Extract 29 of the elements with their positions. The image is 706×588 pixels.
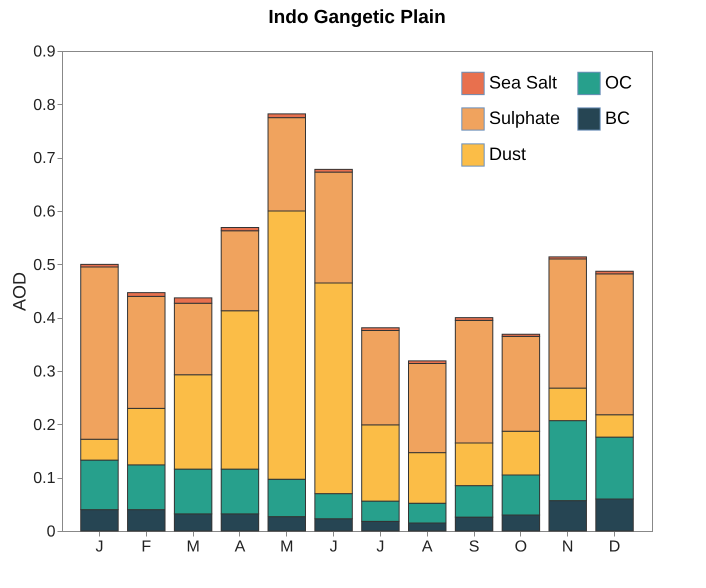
x-tick-label: N bbox=[562, 538, 574, 556]
x-tick-label: J bbox=[330, 538, 338, 556]
legend-label: Dust bbox=[489, 144, 526, 164]
x-tick-label: S bbox=[468, 538, 480, 556]
legend-label: OC bbox=[605, 72, 632, 92]
x-tick-label: O bbox=[514, 538, 528, 556]
x-tick-label: J bbox=[95, 538, 104, 556]
y-tick-label: 0.7 bbox=[33, 150, 56, 168]
y-tick-label: 0.3 bbox=[33, 364, 56, 380]
x-tick-label: A bbox=[422, 538, 433, 556]
x-tick-label: D bbox=[608, 538, 620, 556]
x-tick-label: F bbox=[141, 538, 152, 556]
x-tick-label: J bbox=[376, 538, 384, 556]
x-tick-label: A bbox=[234, 538, 246, 556]
y-tick-label: 0.5 bbox=[33, 256, 56, 274]
y-tick-label: 0.8 bbox=[33, 96, 56, 114]
y-tick-label: 0 bbox=[46, 524, 56, 540]
y-tick-label: 0.6 bbox=[33, 204, 56, 220]
legend-label: BC bbox=[605, 108, 630, 128]
y-tick-label: 0.1 bbox=[33, 470, 56, 488]
x-tick-label: M bbox=[186, 538, 200, 556]
chart-title: Indo Gangetic Plain bbox=[268, 7, 446, 28]
x-tick-label: M bbox=[280, 538, 294, 556]
y-axis-title: AOD bbox=[9, 272, 30, 312]
y-tick-label: 0.9 bbox=[33, 44, 56, 60]
legend-label: Sea Salt bbox=[489, 72, 558, 92]
legend-label: Sulphate bbox=[489, 108, 560, 128]
y-tick-label: 0.4 bbox=[33, 310, 56, 328]
y-tick-label: 0.2 bbox=[33, 416, 56, 434]
